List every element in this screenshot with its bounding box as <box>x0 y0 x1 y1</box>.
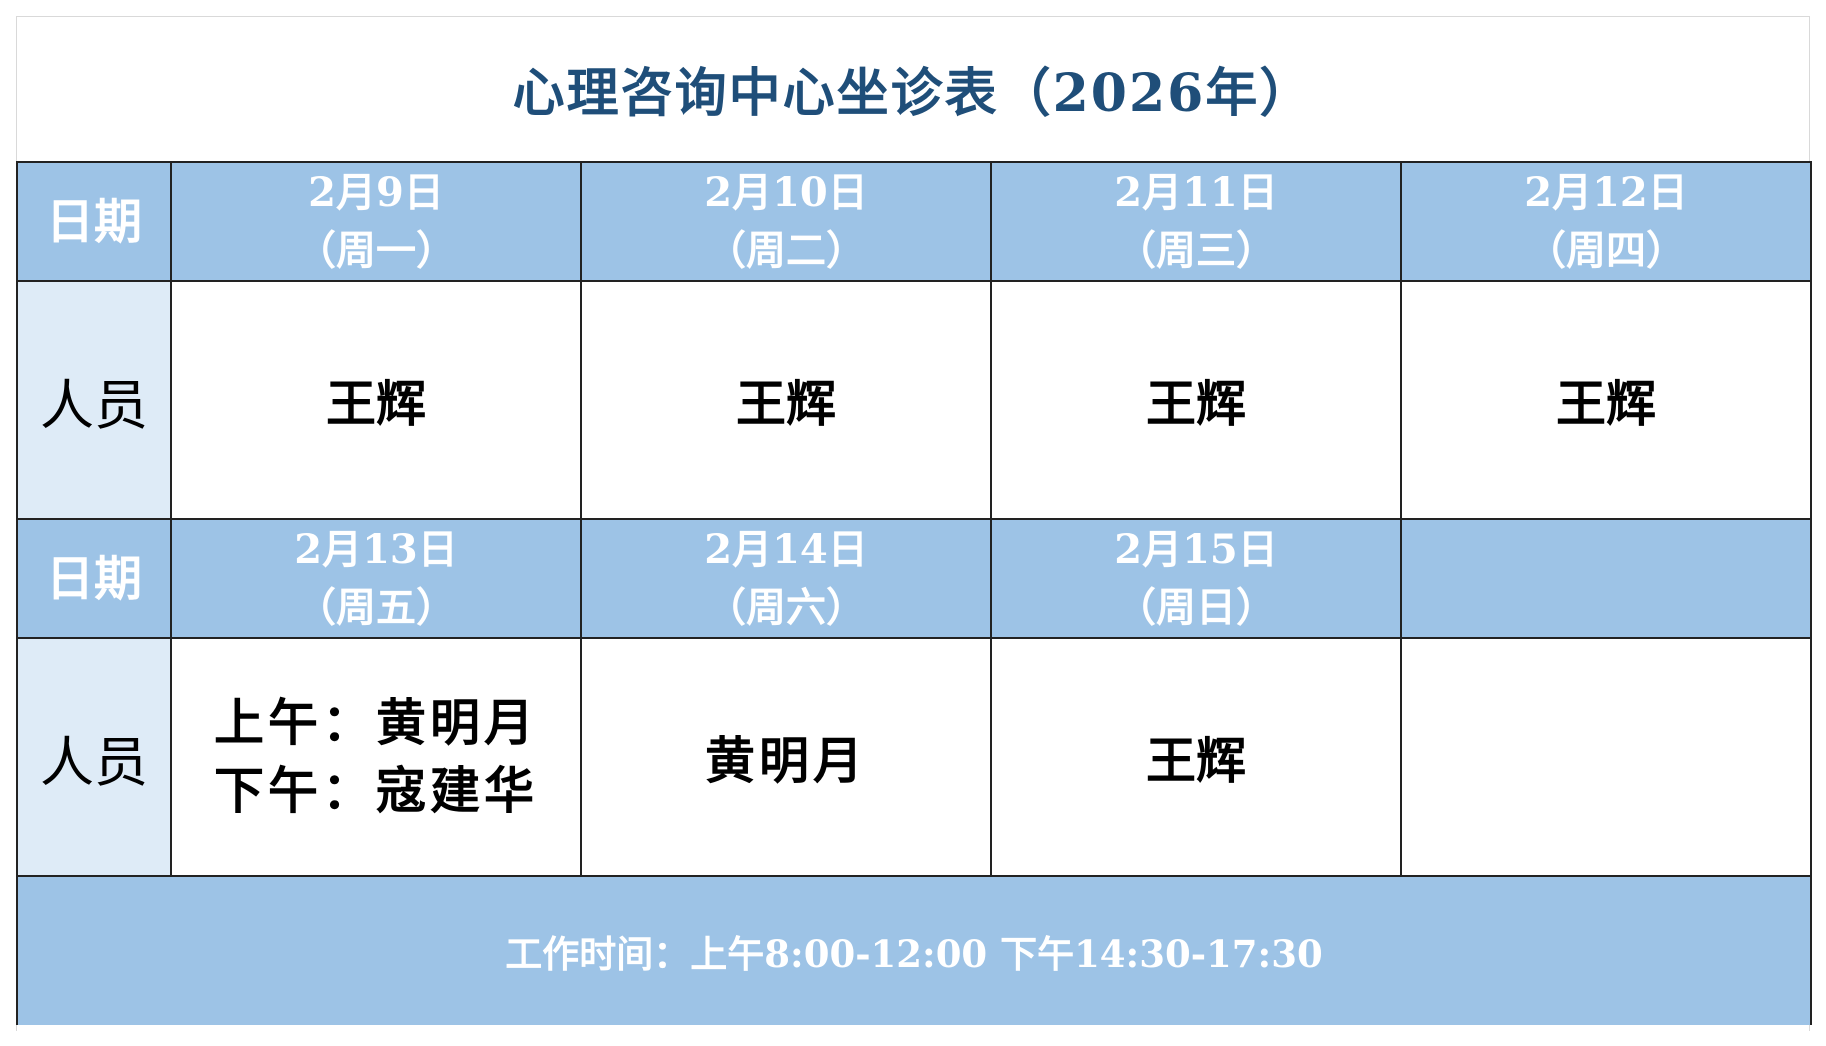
footer-row: 工作时间：上午8:00-12:00 下午14:30-17:30 <box>16 875 1812 1025</box>
date-row-1: 日期 2月9日 （周一） 2月10日 （周二） 2月11日 （周三） 2月12日 （周四… <box>16 161 1812 282</box>
staff-am: 上午：黄明月 <box>214 693 538 752</box>
weekday: （周四） <box>1526 226 1686 274</box>
staff-cell: 王辉 <box>990 637 1402 877</box>
weekday: （周日） <box>1116 583 1276 631</box>
staff-label: 人员 <box>16 637 172 877</box>
date: 2月14日 <box>704 525 868 573</box>
date-cell: 2月12日 （周四） <box>1400 161 1812 282</box>
date: 2月9日 <box>308 168 444 216</box>
weekday: （周二） <box>706 226 866 274</box>
date: 2月11日 <box>1114 168 1278 216</box>
date: 2月10日 <box>704 168 868 216</box>
empty-date-cell <box>1400 518 1812 639</box>
date-label: 日期 <box>16 161 172 282</box>
date: 2月15日 <box>1114 525 1278 573</box>
staff-cell: 王辉 <box>1400 280 1812 520</box>
weekday: （周一） <box>296 226 456 274</box>
staff-cell: 王辉 <box>580 280 992 520</box>
date: 2月13日 <box>294 525 458 573</box>
staff-cell: 王辉 <box>170 280 582 520</box>
staff-row-1: 人员 王辉 王辉 王辉 王辉 <box>16 280 1812 520</box>
date-cell: 2月14日 （周六） <box>580 518 992 639</box>
staff-label: 人员 <box>16 280 172 520</box>
date-cell: 2月9日 （周一） <box>170 161 582 282</box>
date-cell: 2月10日 （周二） <box>580 161 992 282</box>
weekday: （周六） <box>706 583 866 631</box>
staff-pm: 下午：寇建华 <box>214 761 538 820</box>
staff-cell: 王辉 <box>990 280 1402 520</box>
weekday: （周三） <box>1116 226 1276 274</box>
working-hours: 工作时间：上午8:00-12:00 下午14:30-17:30 <box>16 875 1812 1025</box>
staff-row-2: 人员 上午：黄明月 下午：寇建华 黄明月 王辉 <box>16 637 1812 877</box>
date-label: 日期 <box>16 518 172 639</box>
date-cell: 2月13日 （周五） <box>170 518 582 639</box>
staff-cell: 上午：黄明月 下午：寇建华 <box>170 637 582 877</box>
date-row-2: 日期 2月13日 （周五） 2月14日 （周六） 2月15日 （周日） <box>16 518 1812 639</box>
date-cell: 2月11日 （周三） <box>990 161 1402 282</box>
date: 2月12日 <box>1524 168 1688 216</box>
schedule-table: 日期 2月9日 （周一） 2月10日 （周二） 2月11日 （周三） 2月12日 （周四… <box>16 161 1812 1025</box>
weekday: （周五） <box>296 583 456 631</box>
empty-staff-cell <box>1400 637 1812 877</box>
date-cell: 2月15日 （周日） <box>990 518 1402 639</box>
staff-cell: 黄明月 <box>580 637 992 877</box>
page-title: 心理咨询中心坐诊表（2026年） <box>512 63 1314 124</box>
